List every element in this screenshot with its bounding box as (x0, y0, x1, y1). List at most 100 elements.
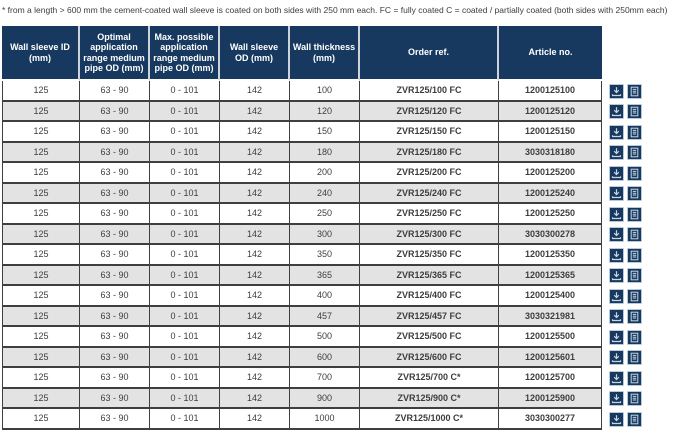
row-actions (602, 368, 642, 389)
cell-max: 0 - 101 (150, 347, 220, 368)
row-actions (602, 184, 642, 205)
row-actions (602, 225, 642, 246)
cell-thickness: 150 (290, 122, 360, 143)
cell-od: 142 (220, 122, 290, 143)
cell-thickness: 180 (290, 142, 360, 163)
table-row: 125 63 - 90 0 - 101 142 365 ZVR125/365 FC 1200… (2, 265, 602, 286)
datasheet-button[interactable] (627, 309, 642, 325)
datasheet-button[interactable] (627, 411, 642, 427)
download-icon (611, 147, 622, 158)
download-button[interactable] (609, 83, 624, 99)
download-button[interactable] (609, 124, 624, 140)
row-actions (602, 348, 642, 369)
column-header: Wall sleeve ID (mm) (2, 26, 80, 81)
download-icon (611, 414, 622, 425)
download-button[interactable] (609, 268, 624, 284)
cell-article-no: 1200125200 (499, 163, 602, 184)
download-button[interactable] (609, 391, 624, 407)
datasheet-icon (629, 147, 640, 158)
table-wrap: Wall sleeve ID (mm) Optimal application r… (2, 26, 700, 430)
datasheet-icon (629, 106, 640, 117)
cell-order-ref: ZVR125/240 FC (360, 183, 499, 204)
cell-optimal: 63 - 90 (80, 81, 150, 102)
cell-thickness: 600 (290, 347, 360, 368)
column-header: Article no. (499, 26, 602, 81)
cell-article-no: 3030318180 (499, 142, 602, 163)
cell-article-no: 3030300277 (499, 409, 602, 430)
datasheet-button[interactable] (627, 370, 642, 386)
cell-article-no: 3030300278 (499, 224, 602, 245)
download-button[interactable] (609, 104, 624, 120)
datasheet-button[interactable] (627, 288, 642, 304)
datasheet-button[interactable] (627, 206, 642, 222)
download-icon (611, 188, 622, 199)
datasheet-icon (629, 270, 640, 281)
datasheet-icon (629, 291, 640, 302)
product-table-page: * from a length > 600 mm the cement-coat… (2, 5, 700, 430)
cell-optimal: 63 - 90 (80, 347, 150, 368)
download-button[interactable] (609, 227, 624, 243)
cell-article-no: 3030321981 (499, 306, 602, 327)
cell-max: 0 - 101 (150, 388, 220, 409)
column-header: Wall thickness (mm) (290, 26, 360, 81)
datasheet-icon (629, 209, 640, 220)
cell-thickness: 250 (290, 204, 360, 225)
cell-od: 142 (220, 368, 290, 389)
datasheet-button[interactable] (627, 165, 642, 181)
cell-od: 142 (220, 306, 290, 327)
datasheet-button[interactable] (627, 350, 642, 366)
cell-article-no: 1200125700 (499, 368, 602, 389)
download-button[interactable] (609, 309, 624, 325)
cell-thickness: 240 (290, 183, 360, 204)
table-row: 125 63 - 90 0 - 101 142 400 ZVR125/400 FC 1200… (2, 286, 602, 307)
cell-order-ref: ZVR125/100 FC (360, 81, 499, 102)
download-button[interactable] (609, 165, 624, 181)
datasheet-button[interactable] (627, 186, 642, 202)
download-button[interactable] (609, 206, 624, 222)
download-icon (611, 393, 622, 404)
download-icon (611, 86, 622, 97)
table-row: 125 63 - 90 0 - 101 142 100 ZVR125/100 FC 1200… (2, 81, 602, 102)
cell-sleeve-id: 125 (2, 204, 80, 225)
cell-sleeve-id: 125 (2, 388, 80, 409)
cell-od: 142 (220, 142, 290, 163)
datasheet-icon (629, 86, 640, 97)
download-button[interactable] (609, 350, 624, 366)
download-button[interactable] (609, 145, 624, 161)
cell-order-ref: ZVR125/1000 C* (360, 409, 499, 430)
datasheet-button[interactable] (627, 104, 642, 120)
download-button[interactable] (609, 186, 624, 202)
cell-article-no: 1200125900 (499, 388, 602, 409)
datasheet-button[interactable] (627, 83, 642, 99)
datasheet-button[interactable] (627, 268, 642, 284)
cell-optimal: 63 - 90 (80, 122, 150, 143)
datasheet-button[interactable] (627, 391, 642, 407)
download-button[interactable] (609, 370, 624, 386)
datasheet-button[interactable] (627, 124, 642, 140)
datasheet-button[interactable] (627, 227, 642, 243)
cell-thickness: 120 (290, 101, 360, 122)
download-icon (611, 250, 622, 261)
table-row: 125 63 - 90 0 - 101 142 1000 ZVR125/1000 C* 30… (2, 409, 602, 430)
cell-order-ref: ZVR125/700 C* (360, 368, 499, 389)
cell-od: 142 (220, 183, 290, 204)
datasheet-icon (629, 311, 640, 322)
table-row: 125 63 - 90 0 - 101 142 500 ZVR125/500 FC 1200… (2, 327, 602, 348)
datasheet-button[interactable] (627, 145, 642, 161)
datasheet-icon (629, 168, 640, 179)
download-icon (611, 311, 622, 322)
datasheet-button[interactable] (627, 247, 642, 263)
cell-optimal: 63 - 90 (80, 327, 150, 348)
cell-od: 142 (220, 388, 290, 409)
download-button[interactable] (609, 411, 624, 427)
cell-thickness: 900 (290, 388, 360, 409)
download-button[interactable] (609, 247, 624, 263)
datasheet-button[interactable] (627, 329, 642, 345)
download-button[interactable] (609, 329, 624, 345)
cell-od: 142 (220, 101, 290, 122)
cell-order-ref: ZVR125/500 FC (360, 327, 499, 348)
download-button[interactable] (609, 288, 624, 304)
cell-max: 0 - 101 (150, 224, 220, 245)
cell-optimal: 63 - 90 (80, 224, 150, 245)
cell-order-ref: ZVR125/250 FC (360, 204, 499, 225)
